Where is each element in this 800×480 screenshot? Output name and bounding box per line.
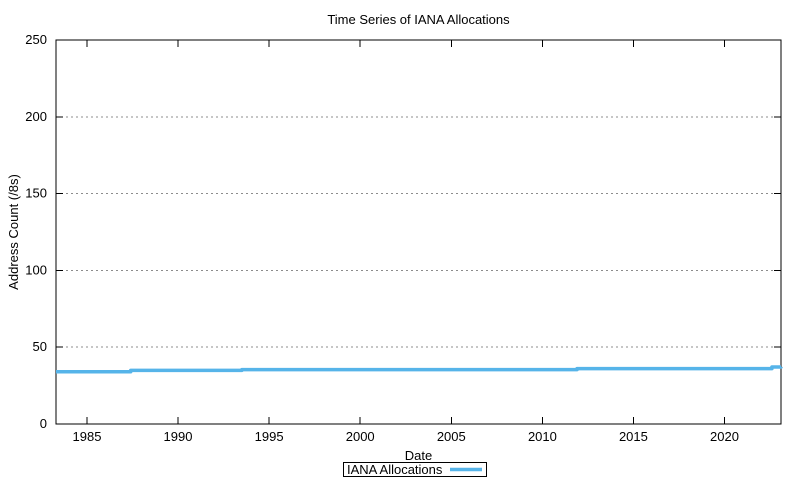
x-tick-label: 2015 [619,429,648,444]
legend-series-label: IANA Allocations [347,462,443,477]
x-tick-label: 2010 [528,429,557,444]
y-tick-label: 100 [25,262,47,277]
legend-line-sample [450,467,483,472]
y-tick-label: 150 [25,186,47,201]
y-tick-label: 50 [33,339,47,354]
y-tick-label: 200 [25,109,47,124]
x-tick-label: 2005 [437,429,466,444]
x-tick-label: 1995 [255,429,284,444]
legend: IANA Allocations [343,462,487,477]
chart-title: Time Series of IANA Allocations [327,12,510,27]
series-line-iana-allocations [56,365,783,374]
x-tick-label: 1990 [164,429,193,444]
x-tick-label: 2000 [346,429,375,444]
y-tick-label: 250 [25,32,47,47]
y-axis-label: Address Count (/8s) [6,174,21,290]
x-tick-label: 1985 [73,429,102,444]
plot-border [55,39,782,425]
y-tick-label: 0 [40,416,47,431]
x-tick-label: 2020 [710,429,739,444]
x-axis-label: Date [404,448,433,463]
